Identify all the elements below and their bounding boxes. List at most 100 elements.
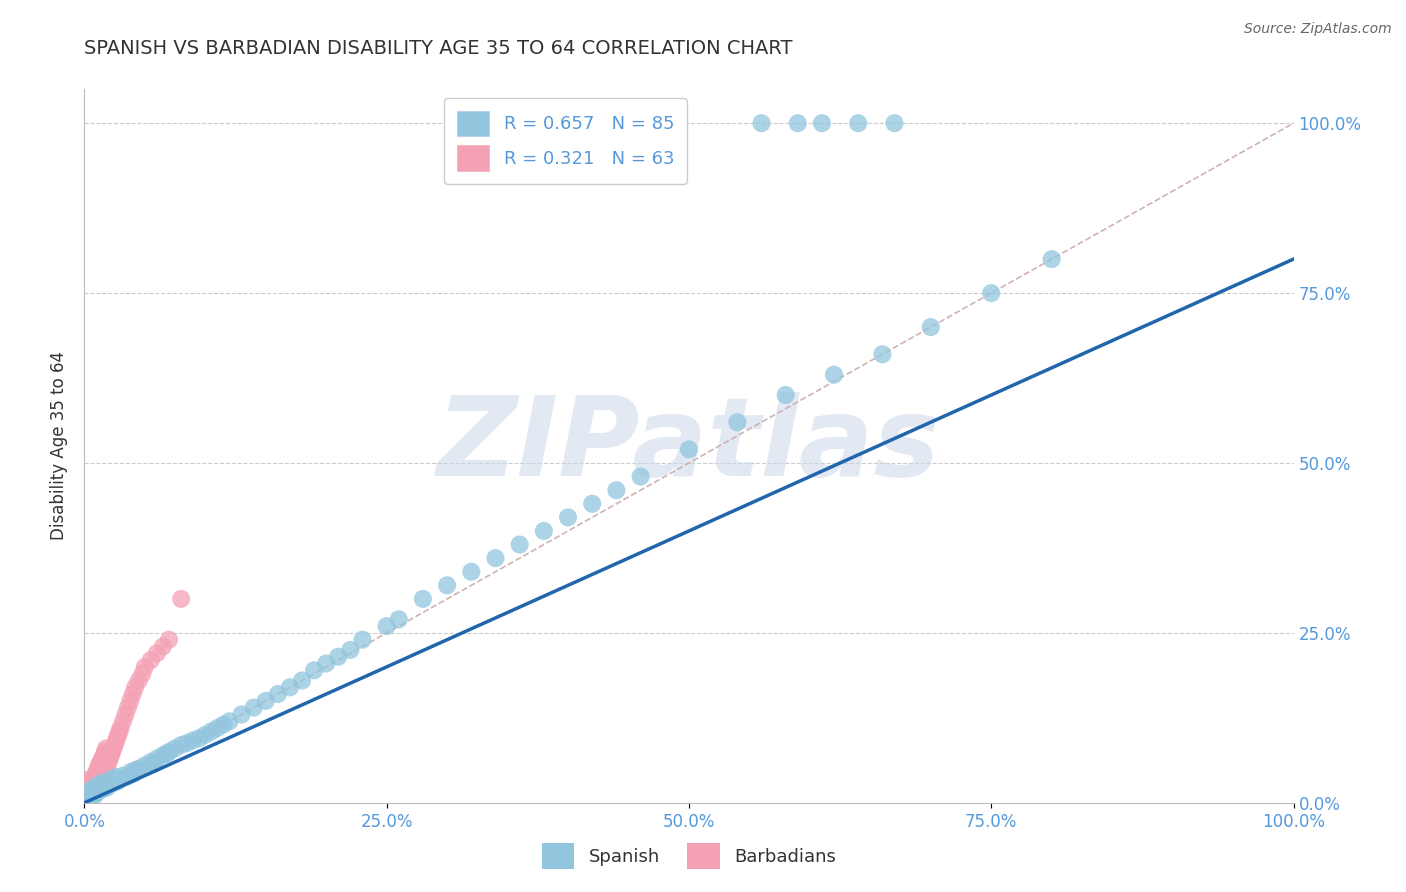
Point [131,666,153,681]
Point [605,483,627,498]
Point [94,741,117,756]
Point [94,763,117,777]
Y-axis label: Disability Age 35 to 64: Disability Age 35 to 64 [51,351,69,541]
Point [120,694,142,708]
Point [104,738,127,752]
Point [630,469,652,483]
Point [83,780,105,795]
Point [79,786,101,800]
Point [76,782,98,797]
Point [104,775,127,789]
Point [105,731,128,746]
Point [110,772,132,786]
Point [143,756,166,771]
Point [100,748,122,763]
Point [87,758,110,772]
Point [93,779,115,793]
Point [121,687,143,701]
Point [117,700,139,714]
Point [207,721,229,735]
Point [291,673,314,688]
Point [146,646,169,660]
Point [84,769,107,783]
Point [188,731,211,746]
Point [94,780,117,795]
Point [89,756,111,771]
Point [375,619,398,633]
Point [86,765,108,780]
Point [79,786,101,800]
Point [846,116,869,130]
Point [114,707,136,722]
Point [139,653,162,667]
Point [920,320,942,334]
Point [108,724,131,739]
Point [155,747,177,761]
Point [91,751,114,765]
Point [134,758,156,772]
Point [86,777,108,791]
Point [484,551,506,566]
Point [94,777,117,791]
Point [97,779,120,793]
Point [100,777,122,791]
Legend: Spanish, Barbadians: Spanish, Barbadians [534,836,844,876]
Point [170,738,193,752]
Point [194,728,217,742]
Point [134,660,156,674]
Point [93,765,115,780]
Point [278,680,301,694]
Point [107,728,129,742]
Point [388,612,411,626]
Point [315,657,337,671]
Point [128,762,150,776]
Point [152,748,174,763]
Point [460,565,482,579]
Point [751,116,773,130]
Point [302,663,325,677]
Point [83,783,105,797]
Point [775,388,797,402]
Point [328,649,350,664]
Point [83,770,105,784]
Point [86,782,108,797]
Point [86,786,108,800]
Point [412,591,434,606]
Point [94,745,117,759]
Point [91,767,114,781]
Point [103,741,125,756]
Point [101,745,124,759]
Point [200,724,222,739]
Point [90,770,112,784]
Point [218,714,240,729]
Point [176,736,198,750]
Point [76,790,98,805]
Point [77,788,100,802]
Point [124,680,146,694]
Point [112,714,135,729]
Point [79,772,101,786]
Point [339,643,361,657]
Point [242,700,264,714]
Point [823,368,845,382]
Point [73,796,96,810]
Point [165,741,187,756]
Point [725,415,748,429]
Point [77,789,100,803]
Point [77,789,100,803]
Point [90,779,112,793]
Point [533,524,555,538]
Point [581,497,603,511]
Point [120,765,142,780]
Point [84,779,107,793]
Point [82,774,104,789]
Point [883,116,905,130]
Point [436,578,458,592]
Point [157,745,180,759]
Point [110,721,132,735]
Point [82,789,104,803]
Point [872,347,894,361]
Point [91,782,114,797]
Point [75,786,97,800]
Point [509,537,531,551]
